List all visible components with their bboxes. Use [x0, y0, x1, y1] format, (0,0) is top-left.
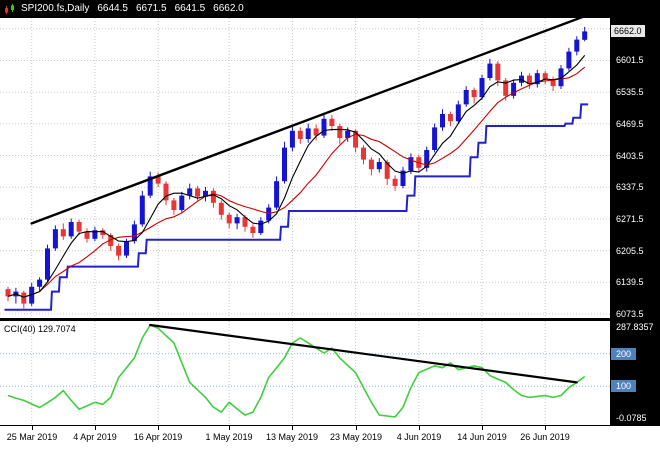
price-axis-label: 6469.5: [616, 119, 644, 129]
time-axis-tick: [229, 426, 230, 430]
price-axis-label: 6601.5: [616, 55, 644, 65]
price-axis-label: 6337.5: [616, 182, 644, 192]
cci-chart: [0, 321, 610, 425]
time-axis-tick: [32, 426, 33, 430]
time-axis-label: 23 May 2019: [329, 432, 383, 442]
price-axis[interactable]: 6601.5 6535.5 6469.5 6403.5 6337.5 6271.5 6205…: [610, 18, 660, 318]
time-axis-label: 4 Apr 2019: [73, 432, 117, 442]
pane-separator[interactable]: [0, 318, 660, 321]
cci-indicator-label: CCI(40) 129.7074: [4, 324, 76, 334]
chart-title-bar: SPI200.fs,Daily 6644.5 6671.5 6641.5 666…: [0, 0, 660, 18]
price-axis-label: 6403.5: [616, 151, 644, 161]
time-axis-label: 26 Jun 2019: [520, 432, 570, 442]
time-axis-label: 13 May 2019: [265, 432, 319, 442]
time-axis-tick: [482, 426, 483, 430]
time-axis-tick: [95, 426, 96, 430]
cci-indicator-pane[interactable]: CCI(40) 129.7074: [0, 321, 610, 425]
time-axis-label: 1 May 2019: [205, 432, 253, 442]
current-price-tag: 6662.0: [611, 25, 645, 37]
cci-level-tag: 100: [611, 380, 637, 392]
price-axis-label: 6139.5: [616, 277, 644, 287]
symbol-timeframe-label: SPI200.fs,Daily: [21, 3, 90, 14]
time-axis-tick: [292, 426, 293, 430]
cci-max-label: 287.8357: [616, 322, 654, 332]
time-axis-tick: [419, 426, 420, 430]
time-axis-label: 25 Mar 2019: [6, 432, 58, 442]
price-axis-label: 6205.5: [616, 246, 644, 256]
time-axis-label: 16 Apr 2019: [133, 432, 183, 442]
time-axis-tick: [356, 426, 357, 430]
ohlc-close: 6662.0: [213, 3, 244, 14]
candlestick-icon: [5, 4, 14, 14]
time-axis-tick: [158, 426, 159, 430]
time-axis[interactable]: 25 Mar 2019 4 Apr 2019 16 Apr 2019 1 May 20…: [0, 425, 660, 450]
cci-level-tag: 200: [611, 348, 637, 360]
main-chart-pane[interactable]: [0, 18, 610, 318]
cci-name: CCI(40): [4, 324, 36, 334]
cci-value: 129.7074: [38, 324, 76, 334]
ohlc-high: 6671.5: [135, 3, 167, 14]
price-axis-label: 6535.5: [616, 87, 644, 97]
time-axis-label: 14 Jun 2019: [457, 432, 507, 442]
price-axis-label: 6073.5: [616, 309, 644, 318]
ohlc-open: 6644.5: [97, 3, 128, 14]
cci-axis[interactable]: 287.8357 200 100 -0.0785: [610, 321, 660, 425]
cci-min-label: -0.0785: [616, 413, 647, 423]
price-axis-label: 6271.5: [616, 214, 644, 224]
time-axis-label: 4 Jun 2019: [396, 432, 442, 442]
ohlc-low: 6641.5: [174, 3, 206, 14]
candlestick-chart: [0, 18, 610, 318]
time-axis-tick: [545, 426, 546, 430]
